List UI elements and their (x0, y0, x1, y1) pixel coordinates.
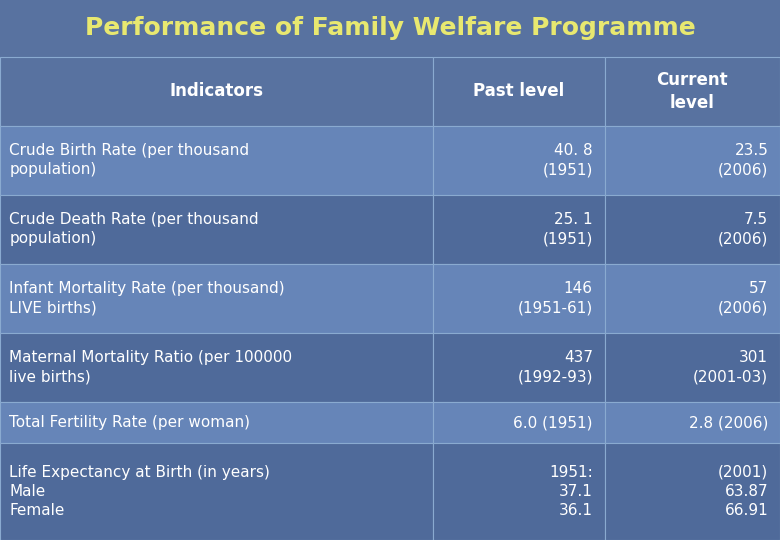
Bar (433, 402, 604, 443)
Text: Crude Birth Rate (per thousand
population): Crude Birth Rate (per thousand populatio… (9, 143, 250, 177)
Text: (2001)
63.87
66.91: (2001) 63.87 66.91 (718, 465, 768, 518)
Text: 7.5
(2006): 7.5 (2006) (718, 212, 768, 246)
Text: 146
(1951-61): 146 (1951-61) (518, 281, 593, 315)
Bar (433, 195, 604, 264)
Bar (433, 264, 604, 333)
Bar (604, 333, 780, 402)
Text: 2.8 (2006): 2.8 (2006) (689, 415, 768, 430)
Bar (604, 264, 780, 333)
Text: 23.5
(2006): 23.5 (2006) (718, 143, 768, 177)
Bar (604, 443, 780, 540)
Text: Performance of Family Welfare Programme: Performance of Family Welfare Programme (84, 16, 696, 40)
Text: 57
(2006): 57 (2006) (718, 281, 768, 315)
Text: Crude Death Rate (per thousand
population): Crude Death Rate (per thousand populatio… (9, 212, 259, 246)
Text: 1951:
37.1
36.1: 1951: 37.1 36.1 (549, 465, 593, 518)
Bar (0, 443, 433, 540)
Text: Past level: Past level (473, 82, 564, 100)
Bar (604, 402, 780, 443)
Bar (0, 264, 433, 333)
Text: 437
(1992-93): 437 (1992-93) (517, 350, 593, 384)
Bar (0, 195, 433, 264)
Bar (0, 126, 433, 195)
Bar (0, 57, 433, 126)
Bar (0, 333, 433, 402)
Text: Life Expectancy at Birth (in years)
Male
Female: Life Expectancy at Birth (in years) Male… (9, 465, 270, 518)
Bar (433, 333, 604, 402)
Bar (604, 57, 780, 126)
Text: 301
(2001-03): 301 (2001-03) (693, 350, 768, 384)
Text: 25. 1
(1951): 25. 1 (1951) (542, 212, 593, 246)
Text: 40. 8
(1951): 40. 8 (1951) (542, 143, 593, 177)
Bar (0, 402, 433, 443)
Bar (604, 126, 780, 195)
Text: Total Fertility Rate (per woman): Total Fertility Rate (per woman) (9, 415, 250, 430)
Text: 6.0 (1951): 6.0 (1951) (513, 415, 593, 430)
Text: Infant Mortality Rate (per thousand)
LIVE births): Infant Mortality Rate (per thousand) LIV… (9, 281, 285, 315)
Text: Maternal Mortality Ratio (per 100000
live births): Maternal Mortality Ratio (per 100000 liv… (9, 350, 292, 384)
Text: Current
level: Current level (657, 71, 728, 112)
Text: Indicators: Indicators (169, 82, 264, 100)
Bar (433, 126, 604, 195)
Bar (433, 443, 604, 540)
Bar (433, 57, 604, 126)
Bar (604, 195, 780, 264)
